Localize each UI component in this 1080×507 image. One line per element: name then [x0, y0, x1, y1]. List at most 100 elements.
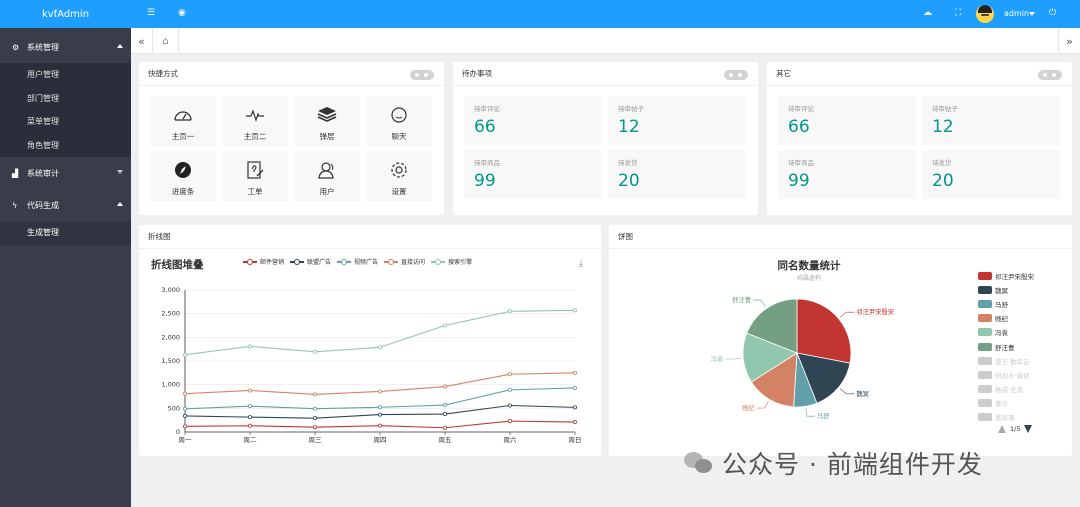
theme-icon[interactable]: ☁	[923, 8, 932, 18]
quick-item-user[interactable]: 用户	[294, 151, 360, 201]
line-chart-title: 折线图堆叠	[151, 259, 204, 271]
sidebar-item-roles[interactable]: 角色管理	[27, 140, 59, 150]
y-tick-label: 2,500	[161, 310, 180, 318]
y-tick-label: 500	[168, 404, 180, 412]
chevron-up-icon	[117, 202, 123, 206]
data-point	[442, 425, 447, 430]
legend-item[interactable]: 视频广告	[337, 257, 378, 266]
stat-pending-comments[interactable]: 待审评论 66	[464, 96, 602, 145]
quick-item-label: 主页二	[243, 132, 267, 141]
data-point	[507, 419, 512, 424]
quick-item-settings[interactable]: 设置	[366, 151, 432, 201]
sidebar-item-generate[interactable]: 生成管理	[0, 221, 131, 245]
sidebar-item-users[interactable]: 用户管理	[27, 70, 59, 80]
app-logo[interactable]: kvfAdmin	[0, 0, 131, 28]
quick-item-progress[interactable]: 进度条	[150, 151, 216, 201]
data-point	[572, 308, 577, 313]
legend-label: 搜索引擎	[448, 259, 473, 266]
data-point	[507, 403, 512, 408]
legend-item[interactable]: 邮件营销	[243, 257, 284, 266]
legend-item[interactable]: 联盟广告	[290, 257, 331, 266]
quick-item-label: 主页一	[171, 132, 195, 141]
sidebar-item-menus[interactable]: 菜单管理	[27, 117, 59, 127]
data-point	[312, 425, 317, 430]
legend-item[interactable]: 魏冥	[978, 283, 1034, 297]
legend-item[interactable]: 直接访问	[384, 257, 425, 266]
data-point	[183, 391, 188, 396]
card-toggle[interactable]	[724, 70, 748, 80]
home-tab-icon[interactable]: ⌂	[153, 28, 179, 54]
scroll-left-icon[interactable]: «	[131, 28, 153, 54]
legend-item[interactable]: 杨成·史凤	[978, 382, 1034, 396]
legend-label: 直接访问	[401, 259, 426, 266]
data-point	[572, 370, 577, 375]
legend-item[interactable]: 冯袁	[978, 325, 1034, 339]
data-point	[248, 415, 253, 420]
menu-group-codegen[interactable]: ϟ 代码生成	[0, 189, 131, 221]
stat-label: 待发货	[618, 159, 638, 167]
fullscreen-icon[interactable]: ⛶	[955, 8, 962, 18]
other-card: 其它 待审评论 66 待审帖子 12 待审商品 99 待发货 20	[767, 62, 1072, 215]
stat-pending-shipments[interactable]: 待发货 20	[922, 150, 1060, 199]
power-icon[interactable]: ⏻	[1049, 8, 1057, 18]
stat-pending-posts[interactable]: 待审帖子 12	[608, 96, 746, 145]
legend-item[interactable]: 祁汪尹宋殷宋	[978, 269, 1034, 283]
quick-item-layer[interactable]: 弹层	[294, 96, 360, 146]
data-point	[572, 405, 577, 410]
legend-item[interactable]: 马舒	[978, 297, 1034, 311]
pie-label: 冯袁	[711, 354, 724, 363]
card-toggle[interactable]	[1038, 70, 1062, 80]
legend-item[interactable]: 何祝水·臧伏	[978, 368, 1034, 382]
scroll-right-icon[interactable]: »	[1058, 28, 1080, 54]
quick-item-home2[interactable]: 主页二	[222, 96, 288, 146]
legend-label: 邮件营销	[260, 259, 285, 266]
line-chart-legend: 邮件营销 联盟广告 视频广告 直接访问 搜索引擎	[243, 257, 478, 266]
sidebar-item-departments[interactable]: 部门管理	[27, 93, 59, 103]
pie-slice	[746, 298, 798, 354]
menu-toggle-icon[interactable]: ☰	[147, 8, 156, 18]
legend-item[interactable]: 雷王·勤幸云	[978, 354, 1034, 368]
bolt-icon: ϟ	[12, 200, 18, 210]
stat-pending-posts[interactable]: 待审帖子 12	[922, 96, 1060, 145]
pager-prev-icon[interactable]	[998, 425, 1006, 433]
y-tick-label: 3,000	[161, 286, 180, 294]
avatar[interactable]	[976, 5, 994, 23]
pager-next-icon[interactable]	[1024, 425, 1033, 433]
menu-group-system[interactable]: ⚙ 系统管理	[0, 31, 131, 63]
legend-item[interactable]: 搜索引擎	[431, 257, 472, 266]
heartbeat-icon	[244, 104, 266, 126]
stat-pending-products[interactable]: 待审商品 99	[464, 150, 602, 199]
stat-value: 12	[618, 117, 640, 137]
pie-chart-title: 同名数量统计	[777, 260, 841, 272]
quick-item-home1[interactable]: 主页一	[150, 96, 216, 146]
menu-group-label: 系统审计	[27, 168, 59, 178]
card-toggle[interactable]	[410, 70, 434, 80]
stat-value: 66	[788, 117, 810, 137]
stat-value: 66	[474, 117, 496, 137]
user-name[interactable]: admin	[1004, 9, 1030, 18]
caret-down-icon[interactable]	[1029, 12, 1035, 16]
stat-pending-products[interactable]: 待审商品 99	[778, 150, 916, 199]
line-chart-card: 折线图 折线图堆叠 邮件营销 联盟广告 视频广告 直接访问 搜索引擎 ⤓ 0 500 1,0…	[139, 225, 601, 456]
quick-item-ticket[interactable]: 工单	[222, 151, 288, 201]
legend-item[interactable]: 贱纪	[978, 311, 1034, 325]
stat-pending-shipments[interactable]: 待发货 20	[608, 150, 746, 199]
menu-group-audit[interactable]: ▟ 系统审计	[0, 157, 131, 189]
data-point	[377, 389, 382, 394]
stat-label: 待发货	[932, 159, 952, 167]
todo-card: 待办事项 待审评论 66 待审帖子 12 待审商品 99 待发货 20	[453, 62, 758, 215]
data-point	[183, 352, 188, 357]
x-tick-label: 周日	[569, 436, 582, 444]
legend-item[interactable]: 葛邱珊	[978, 410, 1034, 424]
eye-icon[interactable]: ◉	[178, 8, 186, 18]
stat-label: 待审帖子	[618, 105, 644, 113]
stat-pending-comments[interactable]: 待审评论 66	[778, 96, 916, 145]
legend-item[interactable]: 喜乐	[978, 396, 1034, 410]
pie-label-line	[805, 408, 816, 417]
quick-item-chat[interactable]: 聊天	[366, 96, 432, 146]
legend-item[interactable]: 舒汪曹	[978, 339, 1034, 353]
x-tick-label: 周六	[504, 435, 518, 444]
pie-chart-card: 饼图 同名数量统计 纯属虚构 祁汪尹宋殷宋 魏冥 马舒 贱纪 冯袁 舒汪曹 祁汪尹宋殷宋魏…	[609, 225, 1072, 456]
data-point	[248, 423, 253, 428]
download-icon[interactable]: ⤓	[579, 259, 583, 269]
